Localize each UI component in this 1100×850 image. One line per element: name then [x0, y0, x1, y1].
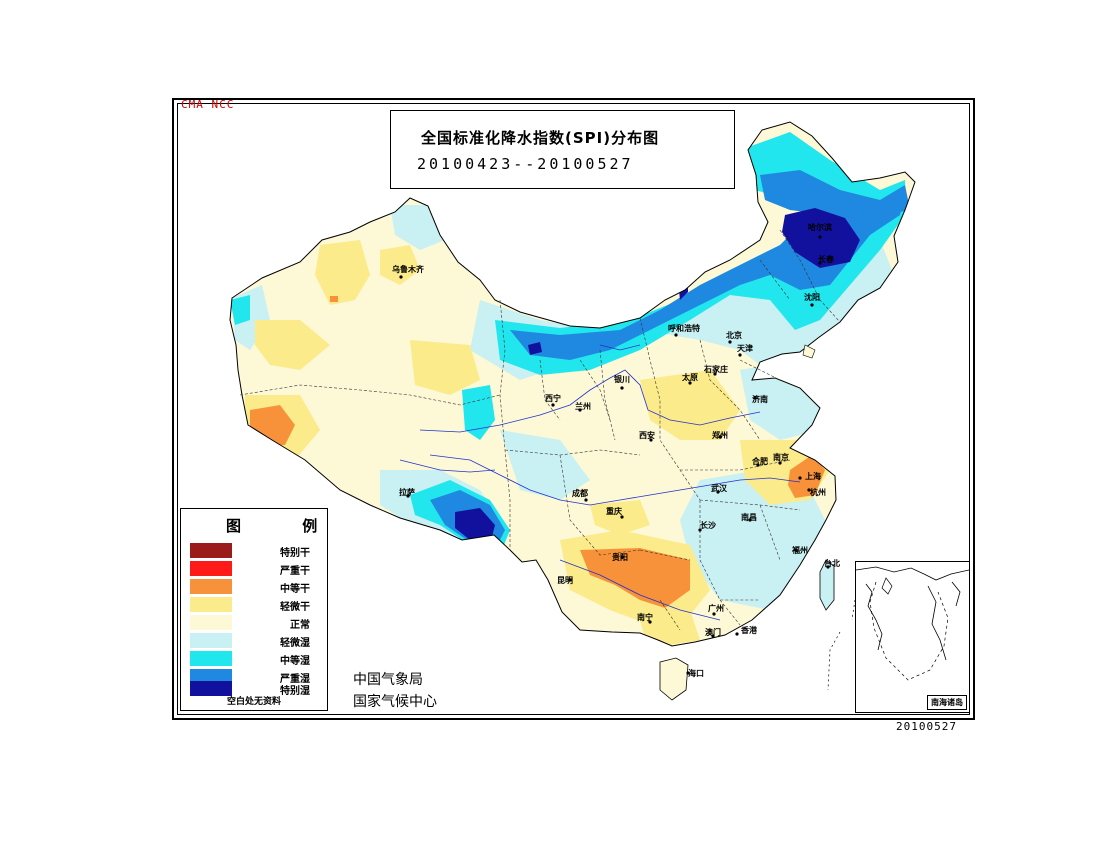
date-stamp: 20100527 [896, 720, 957, 733]
city-label: 石家庄 [704, 365, 728, 374]
city-label: 南宁 [637, 613, 653, 622]
map-legend: 图 例 特别干 严重干 中等干 轻微干 正常 轻微湿 中等湿 严重湿 特别湿 空… [180, 508, 328, 711]
city-label: 福州 [792, 546, 808, 555]
city-label: 哈尔滨 [808, 223, 832, 232]
legend-label: 严重湿 [280, 674, 310, 685]
title-box: 全国标准化降水指数(SPI)分布图 20100423--20100527 [390, 110, 735, 189]
legend-item: 严重干 [190, 561, 325, 577]
legend-label: 轻微干 [280, 602, 310, 613]
map-frame [172, 98, 975, 720]
legend-swatch [190, 651, 232, 666]
city-label: 合肥 [752, 457, 768, 466]
legend-label: 轻微湿 [280, 638, 310, 649]
legend-swatch [190, 561, 232, 576]
legend-label: 中等干 [280, 584, 310, 595]
legend-swatch [190, 681, 232, 696]
city-label: 兰州 [575, 402, 591, 411]
legend-label: 特别干 [280, 548, 310, 559]
city-label: 银川 [614, 375, 630, 384]
city-label: 北京 [726, 331, 742, 340]
legend-label: 中等湿 [280, 656, 310, 667]
inset-label: 南海诸岛 [927, 695, 967, 710]
org-subname: 国家气候中心 [353, 694, 437, 710]
legend-swatch [190, 615, 232, 630]
agency-tag: CMA NCC [181, 98, 235, 111]
city-label: 重庆 [606, 507, 622, 516]
south-china-sea-inset: 南海诸岛 [855, 561, 970, 713]
legend-swatch [190, 543, 232, 558]
city-label: 成都 [572, 489, 588, 498]
legend-note: 空白处无资料 [226, 697, 281, 707]
city-label: 乌鲁木齐 [392, 265, 424, 274]
map-period: 20100423--20100527 [417, 155, 634, 173]
legend-item: 特别湿 [190, 681, 325, 697]
city-label: 西安 [639, 431, 655, 440]
legend-item: 正常 [190, 615, 325, 631]
city-label: 香港 [741, 626, 757, 635]
legend-item: 轻微干 [190, 597, 325, 613]
city-label: 长沙 [700, 521, 716, 530]
city-label: 济南 [752, 395, 768, 404]
org-name: 中国气象局 [353, 672, 423, 688]
legend-label: 严重干 [280, 566, 310, 577]
city-label: 南昌 [741, 513, 757, 522]
legend-item: 特别干 [190, 543, 325, 559]
city-label: 海口 [688, 669, 704, 678]
legend-swatch [190, 633, 232, 648]
city-label: 天津 [737, 344, 753, 353]
legend-item: 中等湿 [190, 651, 325, 667]
legend-title: 图 例 [226, 517, 346, 535]
city-label: 澳门 [705, 628, 721, 637]
city-label: 上海 [805, 472, 821, 481]
city-label: 长春 [818, 255, 834, 264]
legend-item: 严重湿 [190, 669, 325, 685]
city-label: 太原 [682, 373, 698, 382]
city-label: 郑州 [712, 431, 728, 440]
city-label: 昆明 [557, 576, 573, 585]
map-frame-inner [177, 103, 970, 715]
city-label: 西宁 [545, 394, 561, 403]
city-label: 呼和浩特 [668, 324, 700, 333]
legend-swatch [190, 579, 232, 594]
legend-item: 中等干 [190, 579, 325, 595]
city-label: 沈阳 [804, 293, 820, 302]
legend-label: 特别湿 [280, 686, 310, 697]
legend-item: 轻微湿 [190, 633, 325, 649]
city-label: 台北 [824, 559, 840, 568]
city-label: 贵阳 [612, 553, 628, 562]
inset-map [856, 566, 969, 681]
map-title: 全国标准化降水指数(SPI)分布图 [421, 129, 660, 147]
city-label: 拉萨 [399, 488, 415, 497]
city-label: 广州 [708, 604, 724, 613]
city-label: 武汉 [711, 484, 727, 493]
legend-label: 正常 [290, 620, 310, 631]
legend-swatch [190, 597, 232, 612]
city-label: 杭州 [810, 488, 826, 497]
legend-swatch [190, 669, 232, 684]
city-label: 南京 [773, 453, 789, 462]
